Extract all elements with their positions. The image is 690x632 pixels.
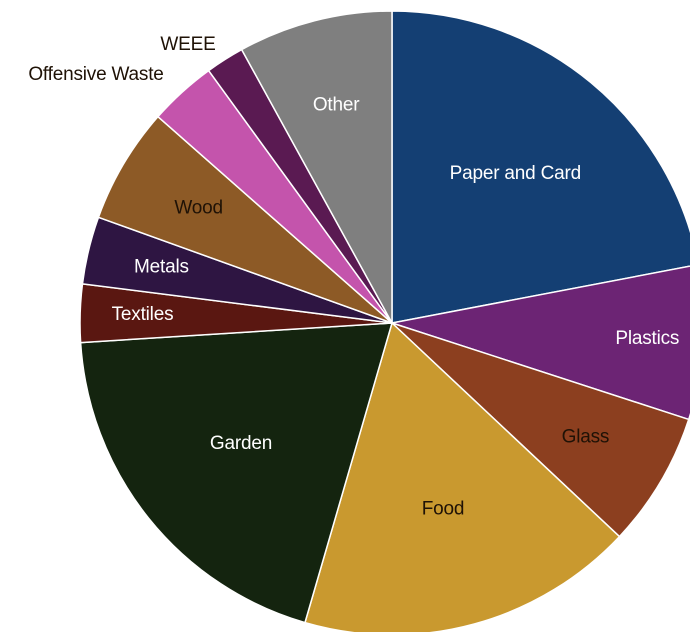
label-textiles: Textiles [112, 304, 174, 325]
label-plastics: Plastics [615, 328, 679, 349]
pie-labels: Paper and Card Plastics Glass Food Garden Tex… [28, 34, 679, 520]
pie-slices [79, 10, 690, 632]
slice-other [240, 10, 393, 324]
slice-garden [79, 322, 393, 624]
slice-plastics [391, 265, 690, 421]
label-garden: Garden [210, 433, 272, 454]
label-metals: Metals [134, 257, 189, 278]
label-glass: Glass [562, 426, 610, 447]
label-other: Other [313, 94, 360, 115]
label-wood: Wood [174, 198, 223, 219]
slice-paper-and-card [391, 10, 690, 324]
label-weee: WEEE [160, 34, 215, 55]
slice-glass [391, 322, 690, 538]
slice-food [304, 322, 621, 632]
label-offensive-waste: Offensive Waste [28, 64, 163, 85]
label-paper-and-card: Paper and Card [450, 163, 581, 184]
label-food: Food [422, 499, 465, 520]
